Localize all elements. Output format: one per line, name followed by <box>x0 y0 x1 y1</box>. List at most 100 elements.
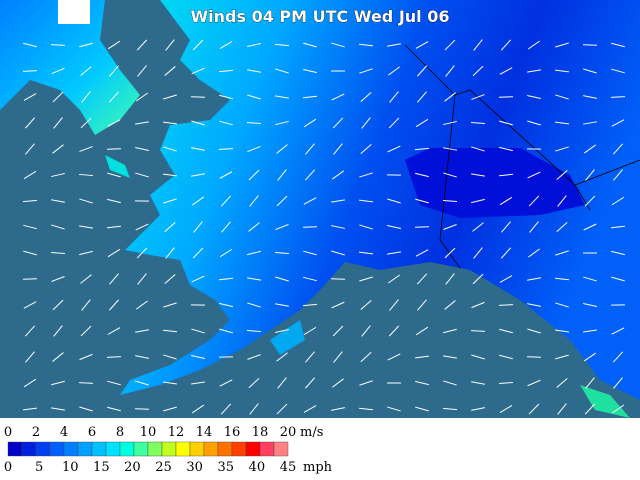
arrow <box>585 169 595 181</box>
arrow <box>191 120 205 126</box>
arrow <box>443 224 457 230</box>
arrow <box>611 119 625 127</box>
arrow <box>359 380 373 386</box>
arrow <box>473 247 483 259</box>
arrow <box>473 39 483 51</box>
arrow <box>275 224 289 230</box>
arrow <box>613 377 623 389</box>
arrow <box>332 170 344 180</box>
arrow <box>499 67 513 75</box>
color-swatch <box>161 441 177 457</box>
arrow <box>277 377 287 389</box>
arrow <box>554 69 570 73</box>
arrow <box>249 195 259 207</box>
arrow <box>246 329 262 333</box>
arrow <box>135 355 149 359</box>
arrow <box>275 95 289 99</box>
arrow <box>527 379 541 387</box>
arrow <box>219 302 233 308</box>
arrow <box>498 173 514 177</box>
ms-tick-label: 20 <box>280 425 297 440</box>
arrow <box>52 352 64 362</box>
arrow <box>499 120 513 126</box>
arrow <box>387 274 401 284</box>
arrow <box>388 325 400 337</box>
arrow <box>51 407 65 411</box>
arrow <box>360 144 372 154</box>
arrow <box>219 328 233 334</box>
arrow <box>107 119 121 127</box>
arrow <box>359 68 373 74</box>
ms-tick-label: 4 <box>60 425 68 440</box>
arrow <box>444 300 456 310</box>
arrow <box>528 248 540 258</box>
arrow <box>470 121 486 125</box>
wind-arrows <box>22 39 626 415</box>
arrow <box>610 96 626 98</box>
arrow <box>23 250 37 256</box>
arrow <box>526 356 542 358</box>
arrow <box>81 299 91 311</box>
arrow <box>135 172 149 178</box>
arrow <box>612 143 624 155</box>
arrow <box>79 198 93 204</box>
color-swatch <box>49 441 65 457</box>
arrow <box>136 247 148 259</box>
arrow <box>23 170 37 180</box>
arrow <box>277 169 287 181</box>
arrow <box>556 169 568 181</box>
arrow <box>611 250 625 256</box>
arrow <box>135 147 149 151</box>
arrow <box>498 381 514 385</box>
arrow <box>445 65 455 77</box>
arrow <box>333 351 343 363</box>
ms-tick-label: 10 <box>140 425 157 440</box>
arrow <box>498 304 514 306</box>
arrow <box>499 275 513 283</box>
color-swatch <box>63 441 79 457</box>
arrow <box>471 407 485 411</box>
mph-tick-label: 10 <box>62 460 79 475</box>
arrow <box>80 66 92 76</box>
arrow <box>444 247 456 259</box>
arrow <box>50 44 66 46</box>
arrow <box>415 198 429 204</box>
arrow <box>445 273 455 285</box>
arrow <box>192 39 204 51</box>
arrow <box>303 405 317 413</box>
arrow <box>527 328 541 334</box>
arrow <box>52 299 64 311</box>
arrow <box>248 169 260 181</box>
arrow <box>191 275 205 283</box>
arrow <box>444 92 456 102</box>
arrow <box>191 355 205 359</box>
arrow <box>583 329 597 333</box>
arrow <box>304 169 316 181</box>
arrow <box>303 68 317 74</box>
ms-tick-label: 12 <box>168 425 185 440</box>
arrow <box>51 224 65 230</box>
arrow <box>50 251 66 255</box>
arrow <box>164 66 176 76</box>
st-lawrence <box>105 155 130 178</box>
arrow <box>415 118 429 128</box>
arrow <box>276 195 288 207</box>
arrow <box>331 407 345 411</box>
color-swatch <box>119 441 135 457</box>
arrow <box>359 172 373 178</box>
arrow <box>556 378 568 388</box>
color-swatch <box>7 441 23 457</box>
arrow <box>135 329 149 333</box>
arrow <box>80 325 92 337</box>
arrow <box>23 93 37 101</box>
arrow <box>192 196 204 206</box>
arrow <box>22 199 38 203</box>
arrow <box>51 67 65 75</box>
arrow <box>135 380 149 386</box>
arrow <box>191 404 205 414</box>
arrow <box>220 403 232 415</box>
arrow <box>554 121 570 125</box>
arrow <box>443 355 457 359</box>
arrow <box>221 221 231 233</box>
